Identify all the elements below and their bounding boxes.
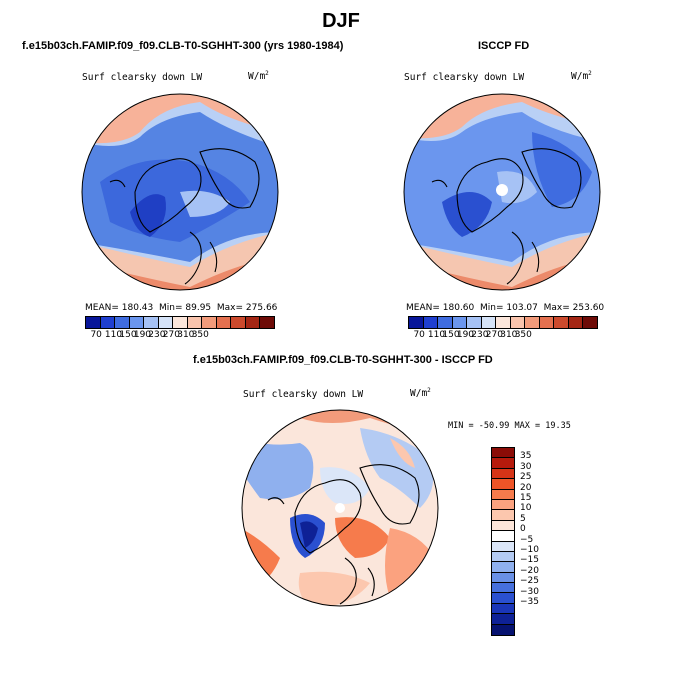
colorbar-tick-label: 270 (162, 330, 180, 340)
colorbar-swatch (492, 499, 514, 511)
colorbar-swatch (492, 468, 514, 480)
diff-colorbar-labels: 35 30 25 20 15 10 5 0 −5 −10 −15 −20 −25 −30 −35 (520, 447, 560, 635)
colorbar-tick-label: 15 (520, 493, 532, 503)
colorbar-tick-label: 5 (520, 513, 526, 524)
diff-polar-map (241, 409, 439, 607)
colorbar-swatch (216, 317, 232, 328)
colorbar-swatch (86, 317, 101, 328)
colorbar-swatch (492, 603, 514, 615)
colorbar-swatch (525, 317, 540, 328)
colorbar-swatch (144, 317, 159, 328)
diff-variable-label: Surf clearsky down LW (243, 389, 364, 400)
colorbar-tick-label: −15 (520, 555, 539, 566)
right-units-label: W/m2 (571, 70, 592, 83)
colorbar-tick-label: 10 (520, 503, 532, 514)
colorbar-tick-label: 25 (520, 472, 532, 483)
colorbar-swatch (492, 531, 514, 542)
colorbar-tick-label: 310 (500, 330, 518, 340)
left-colorbar-labels: 70 110 150 190 230 270 310 350 (85, 330, 273, 342)
right-variable-label: Surf clearsky down LW (404, 72, 525, 83)
colorbar-swatch (554, 317, 569, 328)
colorbar-swatch (492, 583, 514, 594)
left-units-label: W/m2 (248, 70, 269, 83)
colorbar-swatch (492, 572, 514, 584)
left-variable-label: Surf clearsky down LW (82, 72, 203, 83)
colorbar-swatch (438, 317, 453, 328)
colorbar-tick-label: 190 (456, 330, 475, 340)
colorbar-swatch (187, 317, 203, 328)
colorbar-swatch (492, 562, 514, 573)
colorbar-swatch (492, 510, 514, 521)
colorbar-tick-label: 110 (427, 330, 446, 340)
colorbar-tick-label: 20 (520, 482, 532, 493)
colorbar-tick-label: −10 (520, 545, 539, 555)
colorbar-swatch (202, 317, 217, 328)
right-colorbar-labels: 70 110 150 190 230 270 310 350 (408, 330, 596, 342)
colorbar-swatch (539, 317, 555, 328)
colorbar-swatch (568, 317, 584, 328)
colorbar-tick-label: 35 (520, 451, 532, 462)
left-polar-map (81, 93, 279, 291)
colorbar-swatch (492, 458, 514, 469)
diff-panel-title: f.e15b03ch.FAMIP.f09_f09.CLB-T0-SGHHT-30… (193, 354, 493, 366)
colorbar-swatch (492, 520, 514, 532)
colorbar-tick-label: 150 (442, 330, 460, 340)
colorbar-swatch (409, 317, 424, 328)
colorbar-swatch (510, 317, 526, 328)
left-colorbar (85, 316, 275, 329)
diff-units-label: W/m2 (410, 387, 431, 400)
colorbar-tick-label: 350 (514, 330, 532, 340)
colorbar-swatch (583, 317, 597, 328)
colorbar-swatch (129, 317, 145, 328)
colorbar-swatch (492, 593, 514, 604)
right-stats: MEAN= 180.60 Min= 103.07 Max= 253.60 (406, 303, 605, 313)
diff-colorbar (491, 447, 515, 637)
colorbar-tick-label: 230 (148, 330, 166, 340)
colorbar-swatch (492, 614, 514, 625)
colorbar-tick-label: −35 (520, 597, 539, 607)
colorbar-swatch (100, 317, 116, 328)
colorbar-swatch (496, 317, 511, 328)
page-title: DJF (322, 10, 360, 32)
colorbar-tick-label: 190 (133, 330, 152, 340)
colorbar-swatch (481, 317, 497, 328)
colorbar-tick-label: 310 (177, 330, 195, 340)
colorbar-tick-label: 110 (104, 330, 123, 340)
colorbar-swatch (492, 541, 514, 552)
right-panel-title: ISCCP FD (478, 40, 530, 52)
left-stats: MEAN= 180.43 Min= 89.95 Max= 275.66 (85, 303, 278, 313)
colorbar-tick-label: 150 (119, 330, 137, 340)
colorbar-tick-label: 350 (191, 330, 209, 340)
diff-stats: MIN = -50.99 MAX = 19.35 (448, 421, 571, 431)
colorbar-tick-label: −25 (520, 576, 539, 587)
colorbar-swatch (115, 317, 130, 328)
right-colorbar (408, 316, 598, 329)
colorbar-swatch (492, 479, 514, 490)
colorbar-swatch (173, 317, 188, 328)
colorbar-tick-label: −5 (520, 534, 534, 545)
left-panel-title: f.e15b03ch.FAMIP.f09_f09.CLB-T0-SGHHT-30… (22, 40, 344, 52)
colorbar-swatch (423, 317, 439, 328)
colorbar-tick-label: 70 (90, 330, 102, 340)
colorbar-swatch (492, 448, 514, 459)
colorbar-swatch (492, 624, 514, 636)
colorbar-swatch (158, 317, 174, 328)
colorbar-tick-label: 230 (471, 330, 489, 340)
colorbar-swatch (492, 489, 514, 500)
colorbar-swatch (231, 317, 246, 328)
colorbar-tick-label: −30 (520, 586, 539, 597)
colorbar-tick-label: 70 (413, 330, 425, 340)
colorbar-swatch (245, 317, 261, 328)
colorbar-swatch (467, 317, 482, 328)
colorbar-swatch (260, 317, 274, 328)
right-polar-map (403, 93, 601, 291)
colorbar-tick-label: 270 (485, 330, 503, 340)
colorbar-swatch (452, 317, 468, 328)
colorbar-tick-label: 0 (520, 524, 526, 535)
colorbar-swatch (492, 551, 514, 563)
colorbar-tick-label: 30 (520, 461, 532, 472)
colorbar-tick-label: −20 (520, 565, 539, 576)
